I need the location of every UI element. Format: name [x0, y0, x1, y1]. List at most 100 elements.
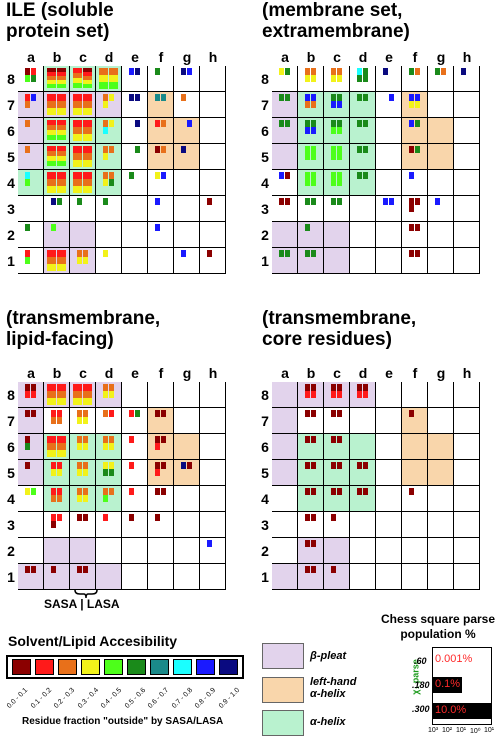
accessibility-bar	[285, 120, 290, 127]
accessibility-bar	[73, 78, 82, 83]
square-b4	[44, 486, 70, 512]
accessibility-bar	[129, 514, 134, 521]
accessibility-bar	[109, 443, 114, 450]
accessibility-bar	[161, 488, 166, 495]
square-b4	[298, 486, 324, 512]
accessibility-bar	[331, 391, 336, 398]
accessibility-bar	[135, 68, 140, 75]
accessibility-bar	[357, 462, 362, 469]
accessibility-bar	[311, 146, 316, 153]
accessibility-bar	[73, 186, 82, 193]
square-d3	[350, 196, 376, 222]
square-e7	[122, 408, 148, 434]
square-c3	[324, 196, 350, 222]
accessibility-bar	[161, 172, 166, 179]
square-g6	[174, 118, 200, 144]
square-d8	[96, 66, 122, 92]
square-f3	[402, 512, 428, 538]
square-a4	[18, 170, 44, 196]
square-a8	[18, 66, 44, 92]
square-a7	[272, 408, 298, 434]
accessibility-bar	[25, 101, 30, 108]
square-h8	[454, 66, 480, 92]
square-c3	[70, 512, 96, 538]
square-f2	[148, 538, 174, 564]
population-value: 10.0%	[435, 704, 467, 716]
legend-title: Solvent/Lipid Accesibility	[8, 633, 178, 649]
accessibility-bar	[331, 488, 336, 495]
accessibility-bar	[57, 161, 66, 166]
accessibility-bar	[83, 68, 92, 72]
accessibility-bar	[357, 384, 362, 391]
accessibility-bar	[305, 127, 310, 134]
accessibility-bar	[311, 436, 316, 443]
accessibility-bar	[415, 94, 420, 101]
accessibility-bar	[161, 94, 166, 101]
accessibility-bar	[77, 250, 82, 257]
accessibility-bar	[31, 75, 36, 82]
accessibility-bar	[83, 172, 92, 179]
square-b1	[298, 248, 324, 274]
square-h3	[454, 512, 480, 538]
accessibility-bar	[383, 68, 388, 75]
square-a5	[18, 460, 44, 486]
square-h4	[200, 486, 226, 512]
accessibility-bar	[83, 72, 92, 76]
accessibility-bar	[305, 153, 310, 160]
accessibility-bar	[337, 410, 342, 417]
accessibility-bar	[135, 410, 140, 417]
square-c2	[70, 538, 96, 564]
accessibility-bar	[25, 94, 30, 101]
column-label: g	[182, 365, 192, 381]
square-d7	[350, 92, 376, 118]
square-g2	[174, 538, 200, 564]
accessibility-bar	[57, 72, 66, 76]
row-labels: 8 7 6 5 4 3 2 1	[258, 382, 272, 590]
accessibility-bar	[47, 443, 56, 450]
square-d6	[96, 434, 122, 460]
accessibility-bar	[357, 120, 362, 127]
accessibility-bar	[103, 250, 108, 257]
parse-label: .60	[414, 656, 427, 666]
square-f1	[402, 564, 428, 590]
row-label: 1	[7, 569, 15, 585]
legend-tick: 0.9 - 1.0	[217, 686, 241, 710]
column-label: d	[358, 49, 368, 65]
accessibility-bar	[73, 127, 82, 134]
accessibility-bar	[103, 443, 108, 450]
accessibility-bar	[415, 68, 420, 75]
square-d7	[96, 408, 122, 434]
accessibility-bar	[83, 186, 92, 193]
accessibility-bar	[161, 462, 166, 469]
accessibility-bar	[103, 488, 108, 495]
square-e6	[376, 118, 402, 144]
square-b5	[298, 460, 324, 486]
accessibility-bar	[409, 120, 414, 127]
accessibility-bar	[83, 462, 88, 469]
accessibility-bar	[25, 566, 30, 573]
square-d5	[350, 144, 376, 170]
accessibility-bar	[161, 436, 166, 443]
square-d8	[350, 66, 376, 92]
accessibility-bar	[305, 94, 310, 101]
square-c7	[70, 408, 96, 434]
row-label: 3	[261, 517, 269, 533]
row-label: 5	[7, 465, 15, 481]
square-b1	[44, 248, 70, 274]
square-d8	[350, 382, 376, 408]
accessibility-bar	[305, 172, 310, 179]
column-label: h	[462, 365, 472, 381]
row-label: 3	[261, 201, 269, 217]
square-h4	[454, 170, 480, 196]
accessibility-bar	[57, 417, 62, 424]
accessibility-bar	[103, 384, 108, 391]
square-h3	[454, 196, 480, 222]
column-label: g	[436, 49, 446, 65]
accessibility-bar	[57, 198, 62, 205]
accessibility-bar	[77, 566, 82, 573]
square-g4	[174, 170, 200, 196]
accessibility-bar	[73, 73, 82, 78]
accessibility-bar	[83, 76, 92, 80]
square-f3	[148, 512, 174, 538]
accessibility-bar	[181, 68, 186, 75]
